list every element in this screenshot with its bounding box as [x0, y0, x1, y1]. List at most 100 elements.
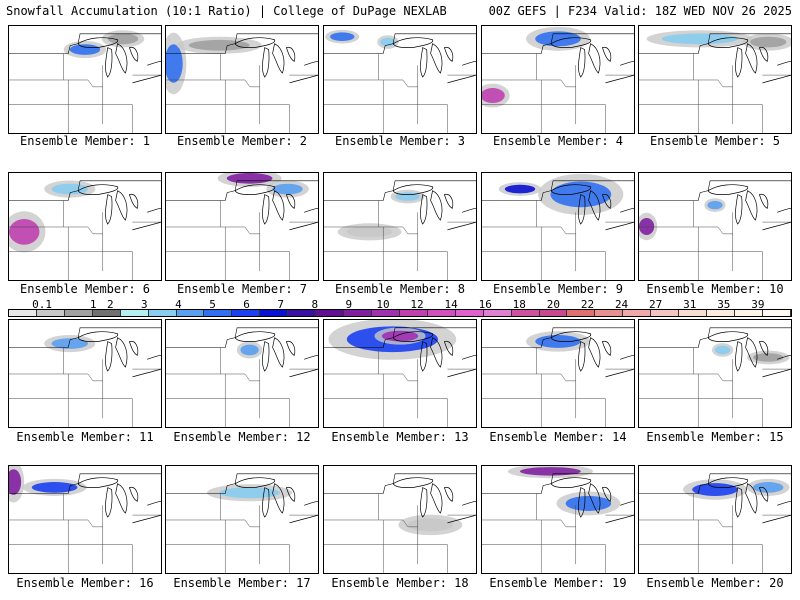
snow-core — [166, 44, 183, 83]
colorbar-swatch — [567, 310, 596, 316]
ensemble-member-label: Ensemble Member: 1 — [19, 134, 151, 148]
snow-core — [753, 482, 784, 493]
snow-core — [9, 219, 40, 245]
snow-core — [715, 345, 731, 355]
snow-core — [749, 36, 787, 48]
snow-core — [31, 482, 78, 493]
ensemble-map-18 — [323, 465, 477, 574]
ensemble-map-20 — [638, 465, 792, 574]
snow-core — [240, 344, 259, 356]
colorbar-tick-label: 4 — [175, 298, 182, 311]
snow-core — [565, 495, 612, 511]
colorbar-swatch — [427, 310, 456, 316]
colorbar-swatch — [64, 310, 93, 316]
colorbar-swatch — [316, 310, 345, 316]
ensemble-member-label: Ensemble Member: 18 — [331, 576, 469, 590]
snow-core — [272, 183, 303, 195]
snow-core — [639, 217, 655, 236]
colorbar-swatch — [623, 310, 652, 316]
ensemble-map-17 — [165, 465, 319, 574]
ensemble-member-label: Ensemble Member: 9 — [492, 282, 624, 296]
ensemble-map-7 — [165, 172, 319, 281]
colorbar-tick-label: 27 — [649, 298, 663, 311]
snow-core — [692, 483, 738, 496]
colorbar-swatch — [371, 310, 400, 316]
map-title: Snowfall Accumulation (10:1 Ratio) | Col… — [6, 4, 447, 18]
ensemble-member-label: Ensemble Member: 7 — [176, 282, 308, 296]
snow-core — [188, 39, 250, 51]
ensemble-member-label: Ensemble Member: 13 — [331, 430, 469, 444]
colorbar-bar — [8, 309, 792, 317]
colorbar-swatch — [595, 310, 624, 316]
ensemble-member-label: Ensemble Member: 8 — [334, 282, 466, 296]
ensemble-map-1 — [8, 25, 162, 134]
colorbar-tick-label: 7 — [277, 298, 284, 311]
ensemble-member-label: Ensemble Member: 5 — [649, 134, 781, 148]
colorbar-swatch — [762, 310, 791, 316]
colorbar-tick-label: 22 — [580, 298, 595, 311]
colorbar-tick-label: 24 — [614, 298, 629, 311]
colorbar-tick-label: 5 — [209, 298, 216, 311]
colorbar-tick-label: 10 — [376, 298, 390, 311]
colorbar-swatch — [36, 310, 65, 316]
snow-core — [51, 338, 89, 349]
colorbar-swatch — [9, 310, 37, 316]
snow-core — [482, 88, 505, 104]
ensemble-map-3 — [323, 25, 477, 134]
colorbar-tick-label: 2 — [106, 298, 114, 311]
ensemble-member-label: Ensemble Member: 19 — [489, 576, 627, 590]
colorbar-swatch — [539, 310, 568, 316]
colorbar-swatch — [232, 310, 261, 316]
snow-core — [395, 192, 420, 201]
snow-core — [520, 467, 581, 476]
colorbar-tick-label: 18 — [512, 298, 526, 311]
snow-core — [330, 32, 355, 41]
ensemble-map-19 — [481, 465, 635, 574]
ensemble-map-16 — [8, 465, 162, 574]
snow-core — [107, 33, 139, 45]
ensemble-map-5 — [638, 25, 792, 134]
snow-core — [504, 184, 536, 194]
colorbar-swatch — [288, 310, 317, 316]
snow-core — [226, 173, 273, 184]
colorbar-swatch — [511, 310, 540, 316]
snow-core — [753, 353, 784, 362]
colorbar-tick-label: 8 — [311, 298, 319, 311]
snow-core — [661, 33, 738, 45]
colorbar-tick-label: 12 — [410, 298, 424, 311]
ensemble-map-9 — [481, 172, 635, 281]
colorbar-tick-label: 39 — [751, 298, 765, 311]
colorbar-swatch — [679, 310, 708, 316]
ensemble-member-label: Ensemble Member: 2 — [176, 134, 308, 148]
colorbar-tick-label: 1 — [89, 298, 97, 311]
ensemble-map-12 — [165, 319, 319, 428]
ensemble-map-13 — [323, 319, 477, 428]
colorbar-swatch — [176, 310, 205, 316]
snow-core — [535, 31, 581, 47]
colorbar-tick-label: 35 — [717, 298, 731, 311]
ensemble-map-11 — [8, 319, 162, 428]
colorbar-swatch — [734, 310, 763, 316]
ensemble-member-label: Ensemble Member: 11 — [16, 430, 154, 444]
ensemble-member-label: Ensemble Member: 4 — [492, 134, 624, 148]
colorbar-swatch — [120, 310, 149, 316]
ensemble-member-label: Ensemble Member: 14 — [489, 430, 627, 444]
colorbar-tick-label: 14 — [444, 298, 458, 311]
snow-core — [707, 200, 723, 210]
ensemble-map-14 — [481, 319, 635, 428]
colorbar-swatch — [92, 310, 121, 316]
ensemble-member-label: Ensemble Member: 15 — [646, 430, 784, 444]
snow-core — [51, 183, 89, 195]
colorbar-tick-label: 9 — [345, 298, 353, 311]
ensemble-member-label: Ensemble Member: 10 — [646, 282, 784, 296]
colorbar-tick-label: 20 — [546, 298, 561, 311]
colorbar-swatch — [148, 310, 177, 316]
snow-core — [346, 226, 393, 238]
ensemble-map-6 — [8, 172, 162, 281]
colorbar-legend: 0.1 1 2 3 4 5 6 7 8 9 10 12 14 16 18 20 22 24 27 31 35 39 — [8, 298, 792, 318]
colorbar-swatch — [455, 310, 484, 316]
colorbar-tick-label: 6 — [243, 298, 250, 311]
colorbar-tick-label: 0.1 — [32, 298, 53, 311]
colorbar-swatch — [260, 310, 289, 316]
run-info: 00Z GEFS | F234 Valid: 18Z WED NOV 26 20… — [488, 4, 792, 18]
